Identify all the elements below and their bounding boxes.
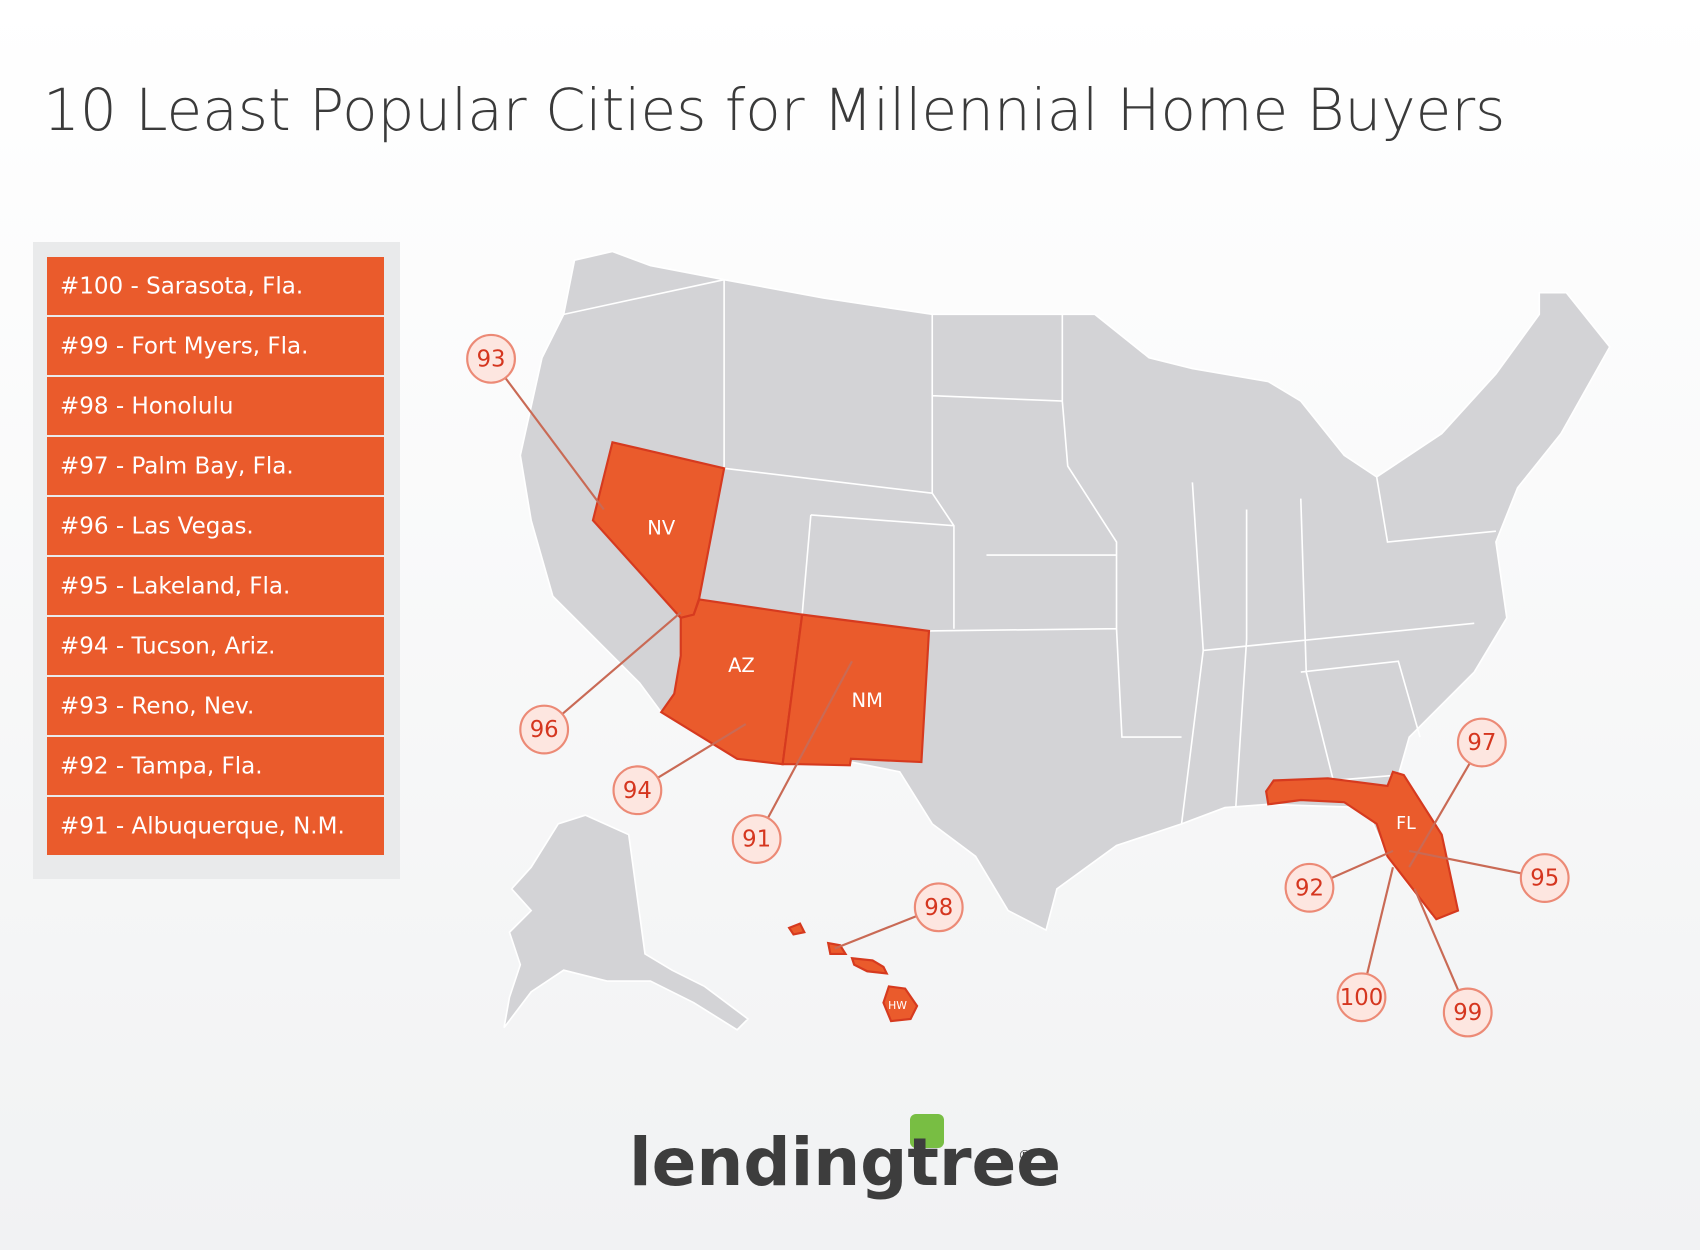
alaska xyxy=(503,814,750,1031)
callout-number: 96 xyxy=(530,717,559,743)
logo-mark: ® xyxy=(1018,1148,1032,1164)
callout: 95 xyxy=(1519,853,1570,903)
leader-lines xyxy=(490,358,1545,1013)
ranking-list: #100 - Sarasota, Fla. #99 - Fort Myers, F… xyxy=(47,257,384,855)
callout: 93 xyxy=(466,333,516,384)
callout-circle xyxy=(1519,853,1570,903)
list-item: #92 - Tampa, Fla. xyxy=(47,737,384,795)
callout: 92 xyxy=(1284,862,1335,913)
list-item-box xyxy=(47,497,384,555)
state-label: HW xyxy=(888,999,907,1012)
title: 10 Least Popular Cities for Millennial H… xyxy=(43,76,1505,144)
callout: 91 xyxy=(731,814,782,864)
callout: 100 xyxy=(1336,972,1387,1023)
callout: 99 xyxy=(1442,987,1493,1038)
list-item: #93 - Reno, Nev. xyxy=(47,677,384,735)
list-item-text: #91 - Albuquerque, N.M. xyxy=(60,814,345,840)
list-item-text: #93 - Reno, Nev. xyxy=(60,694,254,720)
callout-circle xyxy=(466,333,516,384)
list-item: #94 - Tucson, Ariz. xyxy=(47,617,384,675)
callout-circle xyxy=(913,882,964,933)
callouts: 93 96 94 91 98 97 92 95 100 99 xyxy=(466,333,1570,1038)
highlighted-states xyxy=(591,440,1460,1023)
list-item: #95 - Lakeland, Fla. xyxy=(47,557,384,615)
list-item-text: #94 - Tucson, Ariz. xyxy=(60,634,275,660)
list-item-box xyxy=(47,737,384,795)
callout-circle xyxy=(519,704,570,755)
list-item: #96 - Las Vegas. xyxy=(47,497,384,555)
state-label: NV xyxy=(647,516,676,539)
callout-number: 91 xyxy=(742,827,771,853)
list-item: #98 - Honolulu xyxy=(47,377,384,435)
list-item-box xyxy=(47,317,384,375)
list-item: #97 - Palm Bay, Fla. xyxy=(47,437,384,495)
hawaii-maui xyxy=(850,957,889,975)
list-item: #100 - Sarasota, Fla. xyxy=(47,257,384,315)
callout-number: 92 xyxy=(1295,875,1324,901)
callout-circle xyxy=(1336,972,1387,1023)
state-label: NM xyxy=(851,689,882,712)
logo: lendingtree xyxy=(629,1124,1061,1201)
logo-leaf xyxy=(910,1114,944,1148)
leader-line xyxy=(755,660,853,840)
callout-circle xyxy=(612,765,663,816)
new-mexico xyxy=(781,613,931,767)
list-item-text: #97 - Palm Bay, Fla. xyxy=(60,454,294,480)
list-item-text: #95 - Lakeland, Fla. xyxy=(60,574,290,600)
state-borders xyxy=(563,278,1497,824)
map: NV AZ NM FL HW 93 96 94 91 98 97 92 95 100 99 xyxy=(466,250,1611,1038)
florida xyxy=(1264,770,1460,921)
list-item-box xyxy=(47,557,384,615)
callout: 96 xyxy=(519,704,570,755)
callout-circle xyxy=(1442,987,1493,1038)
callout-circle xyxy=(1456,717,1507,768)
callout-number: 99 xyxy=(1453,1000,1482,1026)
list-item-text: #99 - Fort Myers, Fla. xyxy=(60,334,308,360)
callout-number: 100 xyxy=(1340,985,1383,1011)
list-item-box xyxy=(47,617,384,675)
callout-circle xyxy=(1284,862,1335,913)
callout-number: 93 xyxy=(477,346,506,372)
leader-line xyxy=(490,358,605,511)
list-item-box xyxy=(47,677,384,735)
list-item: #99 - Fort Myers, Fla. xyxy=(47,317,384,375)
state-label: AZ xyxy=(728,654,755,677)
callout-number: 97 xyxy=(1467,730,1496,756)
hawaii-big-island xyxy=(882,985,919,1023)
callout: 94 xyxy=(612,765,663,816)
callout-number: 98 xyxy=(924,895,953,921)
callout-number: 95 xyxy=(1530,866,1559,892)
list-item: #91 - Albuquerque, N.M. xyxy=(47,797,384,855)
hawaii-kauai xyxy=(787,922,806,936)
callout-circle xyxy=(731,814,782,864)
list-item-box xyxy=(47,257,384,315)
leader-line xyxy=(543,611,682,731)
state-label: FL xyxy=(1396,814,1416,834)
list-item-box xyxy=(47,377,384,435)
state-labels: NV AZ NM FL HW xyxy=(647,516,1416,1011)
list-item-box xyxy=(47,437,384,495)
list-item-box xyxy=(47,797,384,855)
list-item-text: #98 - Honolulu xyxy=(60,394,233,420)
callout: 98 xyxy=(913,882,964,933)
list-item-text: #92 - Tampa, Fla. xyxy=(60,754,263,780)
callout-number: 94 xyxy=(623,778,652,804)
callout: 97 xyxy=(1456,717,1507,768)
list-item-text: #96 - Las Vegas. xyxy=(60,514,254,540)
list-item-text: #100 - Sarasota, Fla. xyxy=(60,274,303,300)
